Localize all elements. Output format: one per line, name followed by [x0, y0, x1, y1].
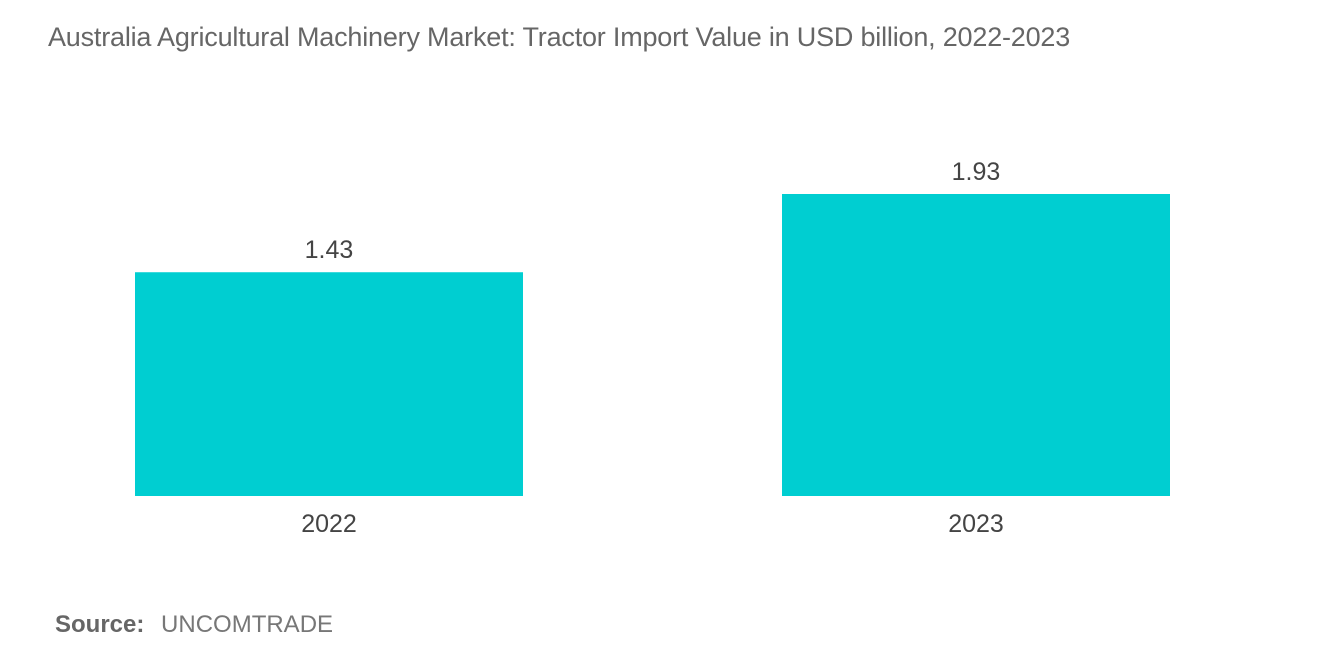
- value-labels-group: 1.43 1.93: [305, 158, 1001, 264]
- bar-2022: [135, 272, 523, 496]
- source-note: Source: UNCOMTRADE: [55, 611, 333, 639]
- category-label-2023: 2023: [948, 510, 1004, 538]
- bar-chart: 1.43 1.93 2022 2023: [135, 158, 1170, 538]
- value-label-2022: 1.43: [305, 236, 354, 264]
- category-labels-group: 2022 2023: [301, 510, 1004, 538]
- chart-title: Australia Agricultural Machinery Market:…: [48, 22, 1071, 52]
- source-value: UNCOMTRADE: [161, 611, 334, 638]
- bars-group: [135, 194, 1170, 496]
- category-label-2022: 2022: [301, 510, 357, 538]
- bar-2023: [782, 194, 1170, 496]
- value-label-2023: 1.93: [952, 158, 1001, 186]
- source-label: Source:: [55, 611, 145, 638]
